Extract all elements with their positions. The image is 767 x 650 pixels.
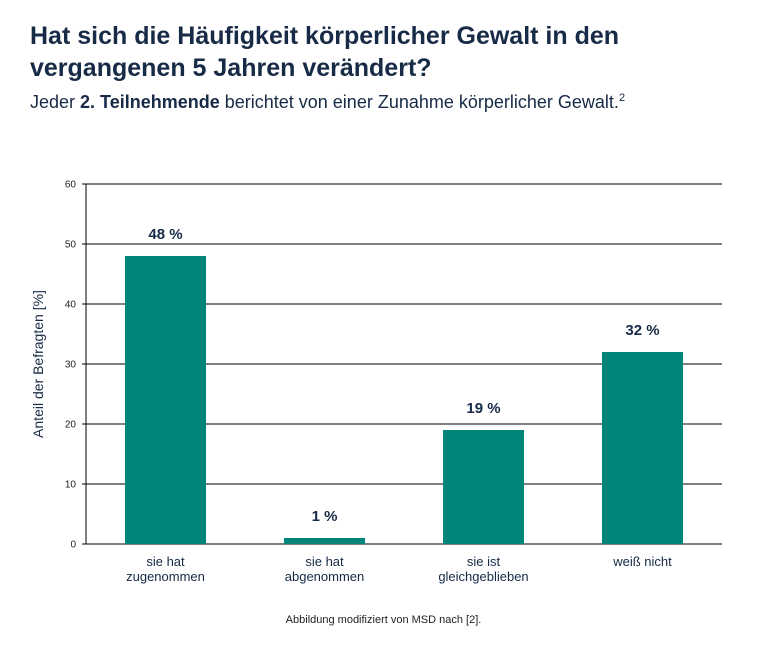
y-tick-label: 0 bbox=[70, 540, 76, 551]
y-tick-label: 20 bbox=[65, 420, 77, 431]
bar bbox=[284, 538, 365, 544]
data-label: 19 % bbox=[466, 400, 500, 417]
y-tick-label: 10 bbox=[65, 480, 77, 491]
y-tick-label: 60 bbox=[65, 180, 77, 191]
y-tick-label: 30 bbox=[65, 360, 77, 371]
footnote-marker: 2 bbox=[618, 92, 626, 104]
bar bbox=[443, 430, 524, 544]
data-label: 48 % bbox=[148, 226, 182, 243]
subtitle-prefix: Jeder bbox=[30, 92, 81, 112]
source-note: Abbildung modifiziert von MSD nach [2]. bbox=[285, 614, 482, 626]
x-tick-label: abgenommen bbox=[285, 569, 365, 584]
data-label: 32 % bbox=[625, 322, 659, 339]
x-tick-label: sie ist bbox=[467, 554, 501, 569]
bar-chart: 0 10 20 30 40 50 60 Anteil der Befragten [%] 48 … bbox=[30, 180, 722, 584]
data-label: 1 % bbox=[312, 508, 338, 525]
chart-title: Hat sich die Häufigkeit körperlicher Gew… bbox=[30, 22, 620, 82]
x-tick-label: weiß nicht bbox=[612, 554, 672, 569]
y-tick-label: 50 bbox=[65, 240, 77, 251]
x-tick-label: zugenommen bbox=[126, 569, 205, 584]
x-tick-label: gleichgeblieben bbox=[438, 569, 528, 584]
bar bbox=[602, 352, 683, 544]
subtitle-highlight: 2. Teilnehmende bbox=[80, 92, 220, 112]
y-axis-label: Anteil der Befragten [%] bbox=[30, 290, 46, 438]
x-tick-label: sie hat bbox=[146, 554, 185, 569]
y-tick-label: 40 bbox=[65, 300, 77, 311]
subtitle-suffix: berichtet von einer Zunahme körperlicher… bbox=[219, 92, 619, 112]
bar bbox=[125, 256, 206, 544]
chart-subtitle: Jeder 2. Teilnehmende berichtet von eine… bbox=[30, 91, 750, 113]
x-tick-label: sie hat bbox=[305, 554, 344, 569]
